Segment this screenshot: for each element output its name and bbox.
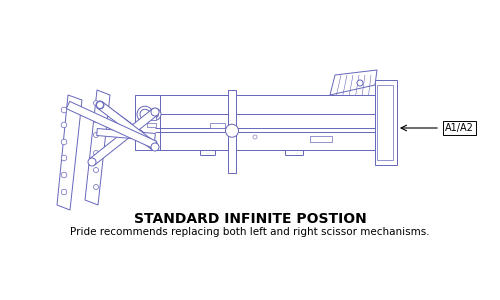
Circle shape — [61, 122, 67, 128]
Circle shape — [61, 172, 67, 178]
Circle shape — [94, 184, 98, 190]
Circle shape — [151, 143, 159, 151]
Circle shape — [61, 139, 67, 145]
Polygon shape — [228, 90, 236, 173]
Circle shape — [88, 158, 96, 166]
Circle shape — [96, 101, 103, 109]
Circle shape — [253, 135, 257, 139]
Polygon shape — [66, 101, 156, 148]
Circle shape — [61, 155, 67, 161]
Bar — [377, 85, 393, 160]
Text: Pride recommends replacing both left and right scissor mechanisms.: Pride recommends replacing both left and… — [70, 227, 430, 237]
Circle shape — [226, 124, 238, 137]
Polygon shape — [57, 95, 82, 210]
Circle shape — [94, 167, 98, 172]
Circle shape — [151, 108, 159, 116]
Circle shape — [94, 151, 98, 155]
Bar — [147, 116, 156, 120]
Polygon shape — [98, 102, 157, 148]
Polygon shape — [90, 109, 158, 165]
Bar — [155, 95, 375, 150]
Circle shape — [61, 107, 67, 113]
Bar — [135, 95, 160, 150]
Circle shape — [152, 111, 158, 118]
Bar — [375, 80, 397, 165]
Polygon shape — [96, 128, 156, 140]
Circle shape — [94, 133, 98, 137]
Circle shape — [94, 118, 98, 122]
Circle shape — [96, 101, 104, 109]
Circle shape — [137, 106, 153, 122]
Circle shape — [357, 80, 363, 86]
Polygon shape — [85, 90, 110, 205]
Bar — [310, 136, 332, 142]
Circle shape — [94, 100, 98, 106]
Circle shape — [227, 126, 237, 136]
Bar — [210, 123, 225, 128]
Text: A1/A2: A1/A2 — [445, 123, 474, 133]
Circle shape — [149, 108, 161, 120]
Circle shape — [140, 109, 150, 119]
Bar — [147, 123, 156, 127]
Polygon shape — [330, 70, 377, 95]
Text: STANDARD INFINITE POSTION: STANDARD INFINITE POSTION — [134, 212, 366, 226]
Polygon shape — [98, 102, 158, 150]
Circle shape — [61, 189, 67, 195]
